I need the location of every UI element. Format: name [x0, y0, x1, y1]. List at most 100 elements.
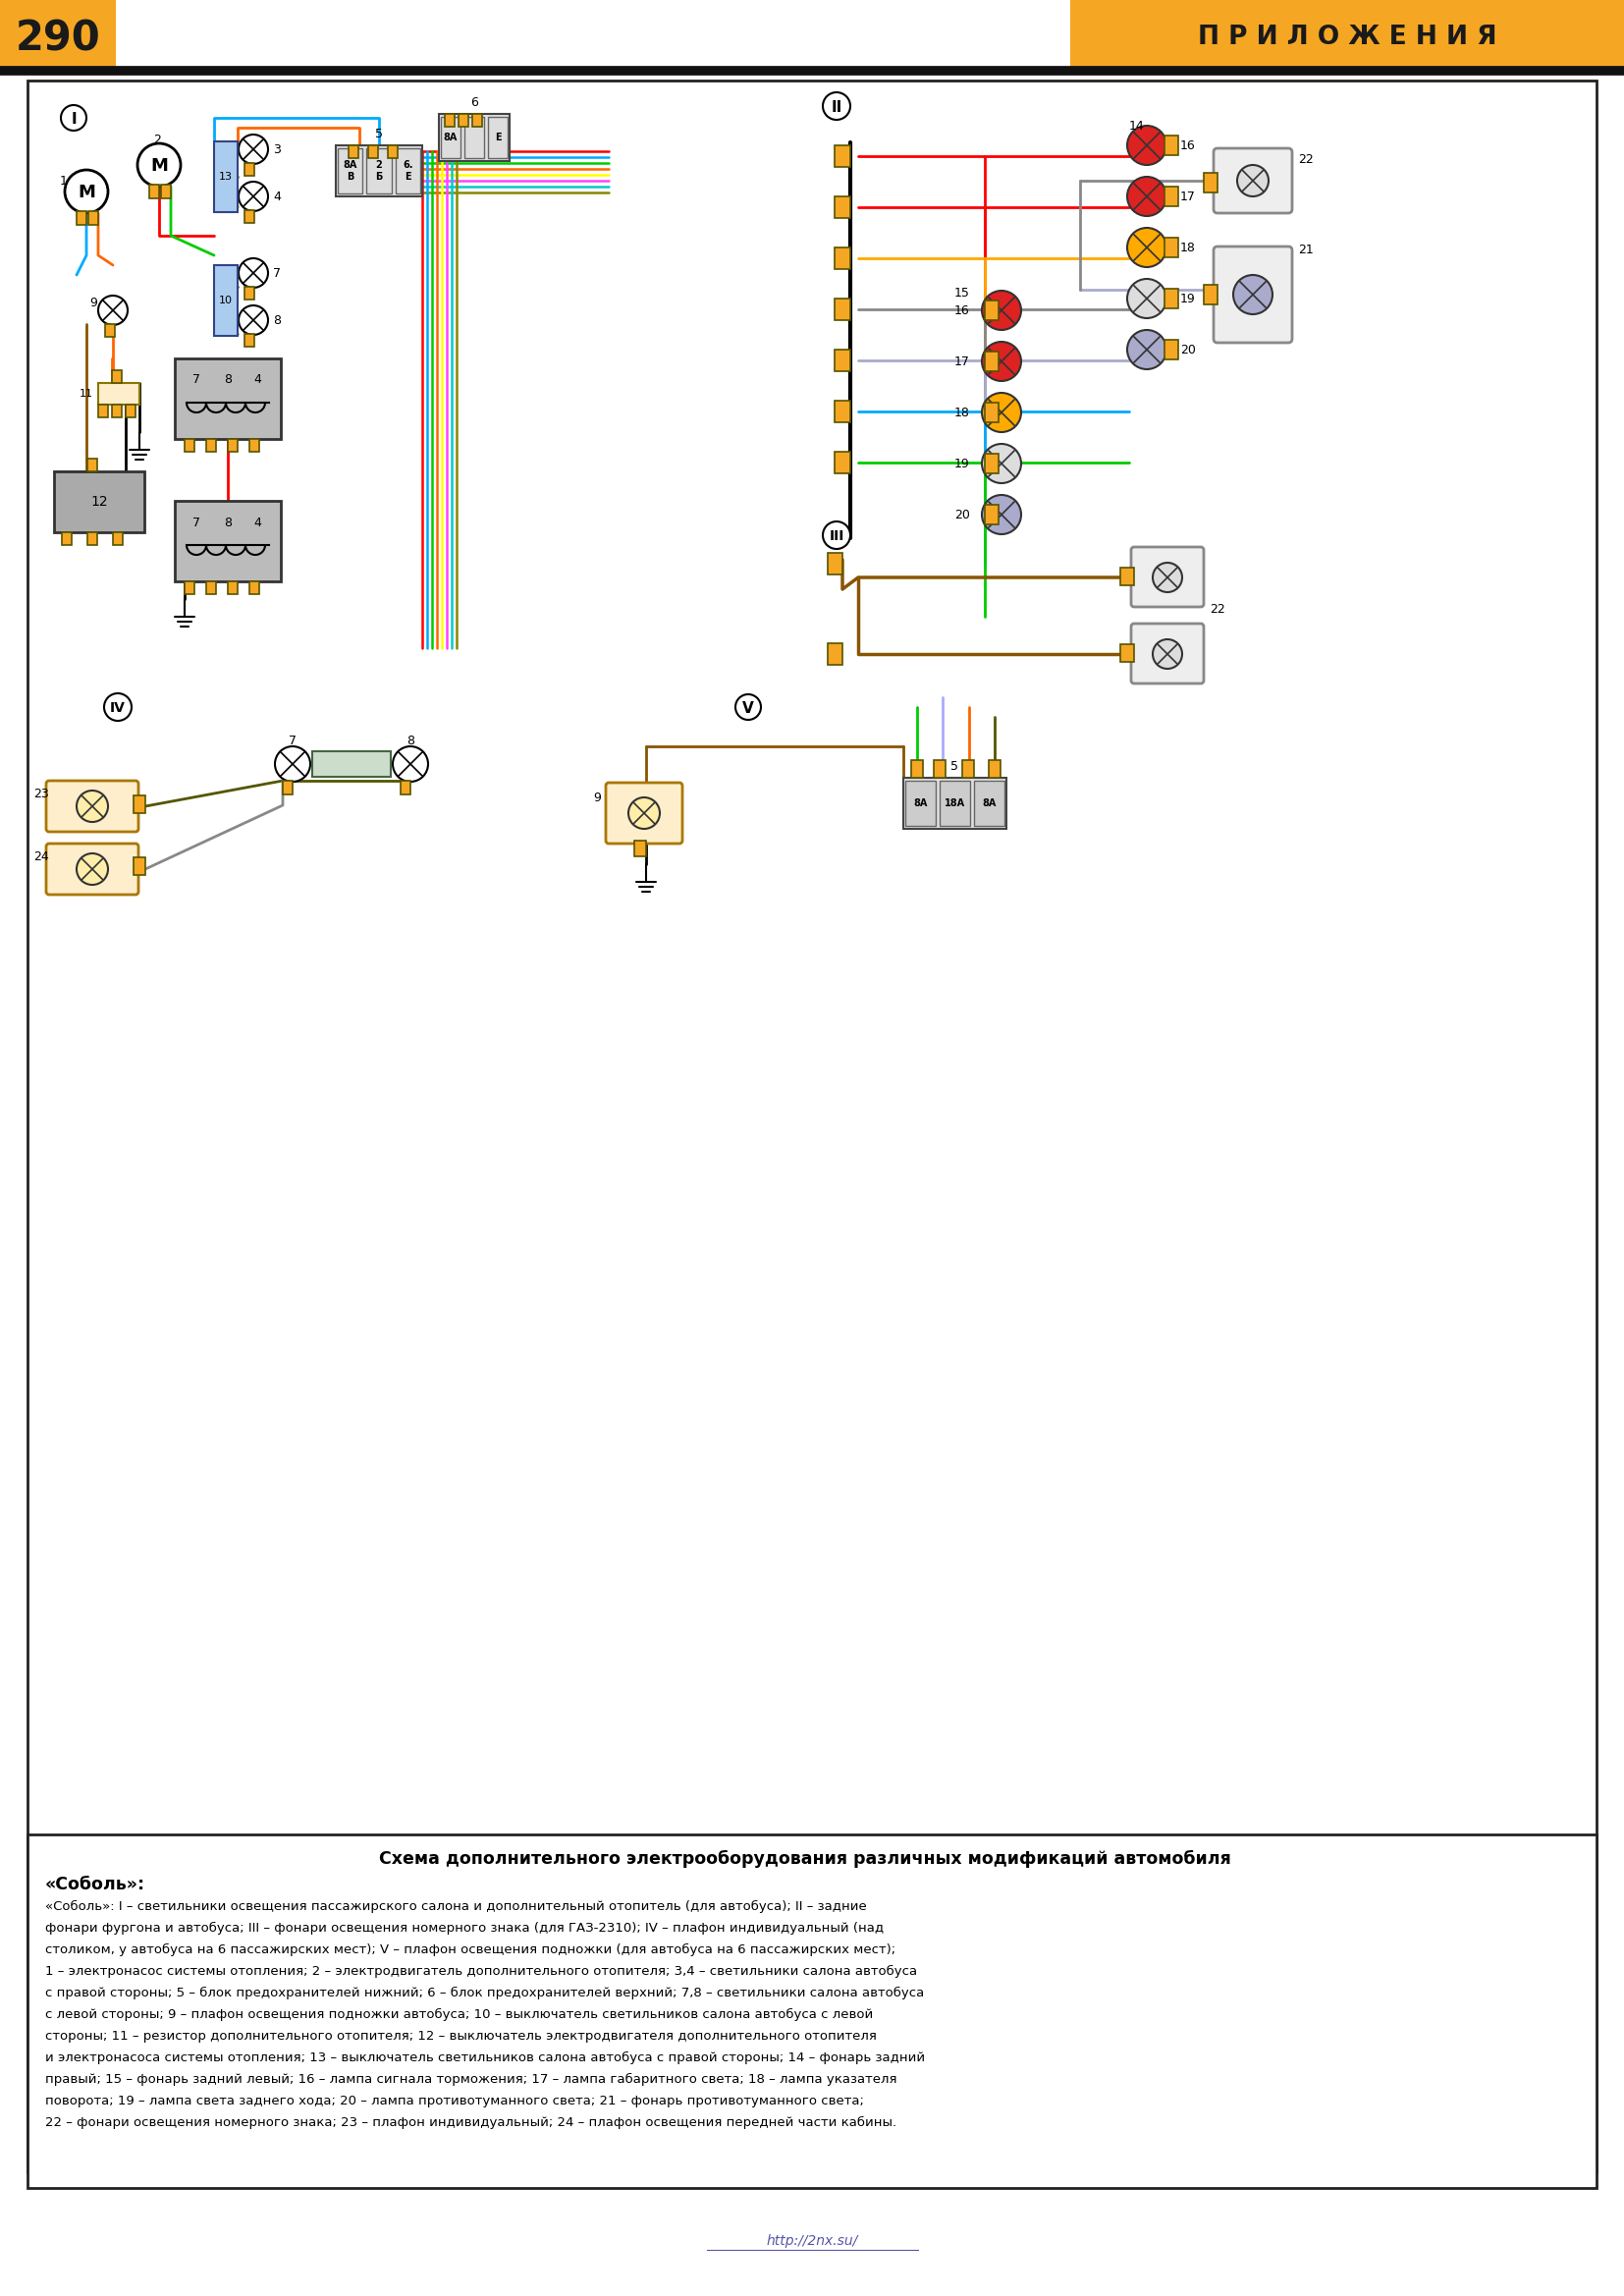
FancyBboxPatch shape: [984, 455, 999, 473]
FancyBboxPatch shape: [76, 211, 86, 225]
Text: M: M: [151, 156, 167, 174]
Text: «Соболь»: I – светильники освещения пассажирского салона и дополнительный отопит: «Соболь»: I – светильники освещения пасс…: [45, 1901, 867, 1913]
FancyBboxPatch shape: [934, 760, 945, 778]
Circle shape: [1127, 177, 1166, 216]
Text: IV: IV: [110, 700, 125, 714]
FancyBboxPatch shape: [175, 501, 281, 581]
FancyBboxPatch shape: [984, 402, 999, 422]
FancyBboxPatch shape: [984, 351, 999, 372]
Circle shape: [983, 292, 1021, 331]
FancyBboxPatch shape: [835, 452, 851, 473]
Text: и электронасоса системы отопления; 13 – выключатель светильников салона автобуса: и электронасоса системы отопления; 13 – …: [45, 2050, 926, 2064]
FancyBboxPatch shape: [1164, 186, 1179, 207]
Text: 8А: 8А: [443, 133, 458, 142]
FancyBboxPatch shape: [1130, 546, 1203, 606]
FancyBboxPatch shape: [835, 349, 851, 372]
FancyBboxPatch shape: [0, 0, 115, 71]
FancyBboxPatch shape: [54, 471, 145, 533]
Text: 9: 9: [89, 296, 97, 310]
FancyBboxPatch shape: [106, 324, 115, 338]
Text: 18А: 18А: [945, 799, 965, 808]
FancyBboxPatch shape: [114, 533, 123, 544]
FancyBboxPatch shape: [1164, 289, 1179, 308]
Text: 7: 7: [273, 266, 281, 280]
FancyBboxPatch shape: [903, 778, 1007, 829]
FancyBboxPatch shape: [401, 781, 411, 794]
Text: Е: Е: [495, 133, 502, 142]
Text: 19: 19: [1181, 292, 1195, 305]
Circle shape: [274, 746, 310, 781]
FancyBboxPatch shape: [984, 301, 999, 319]
Text: 22: 22: [1210, 602, 1224, 615]
FancyBboxPatch shape: [1203, 285, 1218, 305]
Circle shape: [60, 106, 86, 131]
Text: 23: 23: [34, 788, 49, 799]
Text: 1 – электронасос системы отопления; 2 – электродвигатель дополнительного отопите: 1 – электронасос системы отопления; 2 – …: [45, 1965, 918, 1977]
FancyBboxPatch shape: [940, 781, 970, 827]
FancyBboxPatch shape: [388, 145, 398, 158]
Text: 4: 4: [273, 191, 281, 202]
Circle shape: [823, 92, 851, 119]
Text: 8: 8: [224, 374, 232, 386]
FancyBboxPatch shape: [635, 840, 646, 856]
Text: 13: 13: [219, 172, 232, 181]
Text: «Соболь»:: «Соболь»:: [45, 1876, 146, 1894]
FancyBboxPatch shape: [227, 581, 237, 595]
Text: 17: 17: [1181, 191, 1195, 202]
Text: 6.
Е: 6. Е: [403, 161, 412, 181]
FancyBboxPatch shape: [161, 184, 171, 197]
FancyBboxPatch shape: [88, 533, 97, 544]
Text: 10: 10: [219, 296, 232, 305]
Circle shape: [628, 797, 659, 829]
Text: 16: 16: [1181, 140, 1195, 152]
FancyBboxPatch shape: [1130, 625, 1203, 684]
Text: 5: 5: [375, 129, 383, 140]
Circle shape: [393, 746, 429, 781]
Circle shape: [239, 135, 268, 163]
FancyBboxPatch shape: [989, 760, 1000, 778]
FancyBboxPatch shape: [367, 149, 391, 193]
Text: 1: 1: [60, 174, 68, 188]
FancyBboxPatch shape: [206, 439, 216, 452]
Text: фонари фургона и автобуса; III – фонари освещения номерного знака (для ГАЗ-2310): фонари фургона и автобуса; III – фонари …: [45, 1922, 883, 1936]
FancyBboxPatch shape: [1203, 172, 1218, 193]
Text: 5: 5: [950, 760, 958, 771]
FancyBboxPatch shape: [835, 145, 851, 168]
FancyBboxPatch shape: [828, 553, 843, 574]
FancyBboxPatch shape: [911, 760, 922, 778]
Text: 12: 12: [91, 496, 107, 510]
Circle shape: [983, 443, 1021, 482]
Text: с левой стороны; 9 – плафон освещения подножки автобуса; 10 – выключатель светил: с левой стороны; 9 – плафон освещения по…: [45, 2009, 874, 2020]
Text: 17: 17: [955, 356, 970, 367]
FancyBboxPatch shape: [45, 843, 138, 895]
Circle shape: [1127, 126, 1166, 165]
FancyBboxPatch shape: [835, 248, 851, 269]
Text: 21: 21: [1298, 243, 1314, 257]
Circle shape: [138, 142, 180, 186]
Text: 18: 18: [955, 406, 970, 418]
FancyBboxPatch shape: [835, 298, 851, 319]
Text: стороны; 11 – резистор дополнительного отопителя; 12 – выключатель электродвигат: стороны; 11 – резистор дополнительного о…: [45, 2030, 877, 2043]
Text: 18: 18: [1181, 241, 1195, 255]
Text: Схема дополнительного электрооборудования различных модификаций автомобиля: Схема дополнительного электрооборудовани…: [378, 1851, 1231, 1869]
FancyBboxPatch shape: [1164, 135, 1179, 156]
FancyBboxPatch shape: [245, 163, 255, 177]
Text: 8: 8: [273, 315, 281, 326]
Text: 11: 11: [80, 388, 93, 400]
FancyBboxPatch shape: [112, 370, 122, 383]
Text: 7: 7: [193, 374, 200, 386]
Text: 15: 15: [955, 287, 970, 298]
Text: правый; 15 – фонарь задний левый; 16 – лампа сигнала торможения; 17 – лампа габа: правый; 15 – фонарь задний левый; 16 – л…: [45, 2073, 896, 2087]
FancyBboxPatch shape: [185, 439, 195, 452]
Text: V: V: [742, 700, 754, 716]
FancyBboxPatch shape: [133, 794, 145, 813]
Circle shape: [239, 181, 268, 211]
FancyBboxPatch shape: [97, 383, 140, 404]
FancyBboxPatch shape: [438, 115, 510, 161]
FancyBboxPatch shape: [88, 211, 97, 225]
Text: 16: 16: [955, 303, 970, 317]
FancyBboxPatch shape: [835, 402, 851, 422]
FancyBboxPatch shape: [1121, 567, 1134, 585]
FancyBboxPatch shape: [458, 115, 468, 126]
FancyBboxPatch shape: [250, 439, 260, 452]
